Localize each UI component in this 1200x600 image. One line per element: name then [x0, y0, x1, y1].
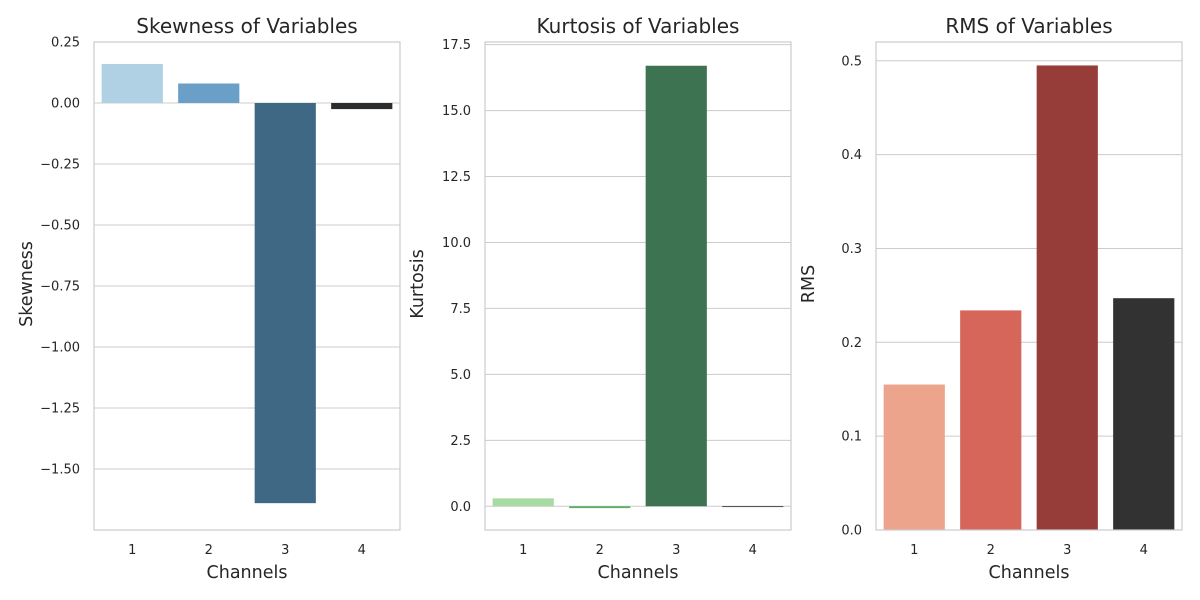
kurtosis-xlabel: Channels — [598, 563, 679, 583]
skewness-ytick-label: −1.25 — [40, 402, 80, 417]
kurtosis-xtick-label: 2 — [596, 543, 604, 558]
kurtosis-xtick-label: 4 — [749, 543, 757, 558]
skewness-ylabel: Skewness — [17, 241, 37, 327]
skewness-ytick-label: −1.50 — [40, 463, 80, 478]
rms-ytick-label: 0.2 — [841, 336, 862, 351]
skewness-bar — [331, 103, 393, 110]
skewness-bar — [178, 83, 240, 103]
skewness-bar — [101, 63, 163, 103]
kurtosis-ytick-label: 10.0 — [442, 236, 471, 251]
kurtosis-xtick-label: 3 — [672, 543, 680, 558]
kurtosis-axes-frame — [484, 41, 792, 531]
skewness-chart: 0.25 0.00 −0.25 −0.50 −0.75 −1.00 −1.25 −1.50 1 2… — [17, 14, 401, 583]
kurtosis-ytick-label: 0.0 — [450, 500, 471, 515]
rms-bar — [1113, 298, 1175, 530]
kurtosis-bar — [492, 498, 554, 507]
kurtosis-ytick-label: 5.0 — [450, 368, 471, 383]
rms-xlabel: Channels — [989, 563, 1070, 583]
rms-xtick-label: 1 — [910, 543, 918, 558]
rms-ytick-label: 0.4 — [841, 148, 862, 163]
skewness-xtick-label: 1 — [128, 543, 136, 558]
rms-bar — [960, 310, 1022, 530]
kurtosis-bar — [645, 65, 707, 507]
rms-xtick-label: 3 — [1063, 543, 1071, 558]
skewness-ytick-label: −1.00 — [40, 341, 80, 356]
rms-bar — [1036, 65, 1098, 530]
rms-ylabel: RMS — [799, 265, 819, 303]
kurtosis-bar — [569, 506, 631, 509]
skewness-ytick-label: −0.50 — [40, 219, 80, 234]
skewness-title: Skewness of Variables — [136, 14, 357, 38]
rms-axes-frame — [875, 41, 1183, 531]
skewness-axes-frame — [93, 41, 401, 531]
skewness-xtick-label: 2 — [205, 543, 213, 558]
rms-xtick-label: 4 — [1140, 543, 1148, 558]
skewness-ytick-label: 0.00 — [51, 97, 80, 112]
rms-ytick-label: 0.5 — [841, 54, 862, 69]
kurtosis-chart: 0.0 2.5 5.0 7.5 10.0 12.5 15.0 17.5 1 2 3 4 Kurtosis… — [408, 14, 792, 583]
rms-bar — [883, 384, 945, 530]
skewness-ytick-label: −0.75 — [40, 280, 80, 295]
skewness-xtick-label: 3 — [281, 543, 289, 558]
kurtosis-ytick-label: 15.0 — [442, 104, 471, 119]
rms-ytick-label: 0.1 — [841, 430, 862, 445]
chart-panels: 0.250.00−0.25−0.50−0.75−1.00−1.25−1.501 2… — [17, 14, 1183, 583]
rms-chart: 0.0 0.1 0.2 0.3 0.4 0.5 1 2 3 4 RMS of Variables Ch… — [799, 14, 1183, 583]
skewness-ytick-label: −0.25 — [40, 158, 80, 173]
kurtosis-ytick-label: 2.5 — [450, 434, 471, 449]
rms-ytick-label: 0.3 — [841, 242, 862, 257]
kurtosis-ytick-label: 12.5 — [442, 170, 471, 185]
kurtosis-ytick-label: 7.5 — [450, 302, 471, 317]
skewness-bar — [254, 103, 316, 504]
skewness-xtick-label: 4 — [358, 543, 366, 558]
rms-xtick-label: 2 — [987, 543, 995, 558]
rms-title: RMS of Variables — [945, 14, 1112, 38]
skewness-ytick-label: 0.25 — [51, 36, 80, 51]
kurtosis-title: Kurtosis of Variables — [537, 14, 740, 38]
kurtosis-ytick-label: 17.5 — [442, 38, 471, 53]
kurtosis-xtick-label: 1 — [519, 543, 527, 558]
skewness-xlabel: Channels — [207, 563, 288, 583]
kurtosis-bar — [722, 506, 784, 508]
rms-ytick-label: 0.0 — [841, 524, 862, 539]
kurtosis-ylabel: Kurtosis — [408, 249, 428, 319]
